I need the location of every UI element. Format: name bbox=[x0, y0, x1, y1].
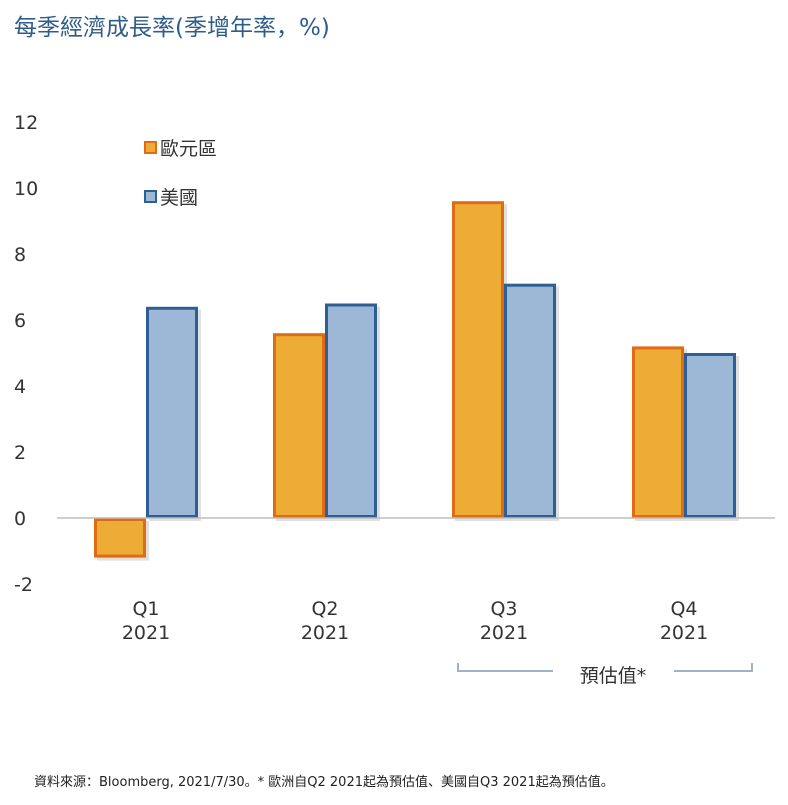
us-bar bbox=[146, 306, 198, 518]
chart-title: 每季經濟成長率(季增年率，%) bbox=[14, 15, 330, 41]
x-tick-label-quarter: Q2 bbox=[311, 598, 338, 620]
eurozone-bar bbox=[94, 518, 146, 558]
legend-label: 歐元區 bbox=[160, 138, 217, 160]
forecast-label: 預估值* bbox=[580, 665, 647, 687]
forecast-bracket-right bbox=[674, 663, 753, 672]
y-tick-label: 4 bbox=[14, 376, 26, 398]
us-bar bbox=[504, 283, 556, 519]
y-tick-label: 2 bbox=[14, 442, 26, 464]
eurozone-bar bbox=[632, 346, 684, 518]
us-bar bbox=[325, 303, 377, 518]
y-tick-label: 10 bbox=[14, 178, 38, 200]
y-tick-label: -2 bbox=[14, 574, 33, 596]
y-tick-label: 0 bbox=[14, 508, 26, 530]
x-tick-label-quarter: Q4 bbox=[670, 598, 697, 620]
us-bar bbox=[684, 353, 736, 518]
y-tick-label: 12 bbox=[14, 112, 38, 134]
eurozone-bar bbox=[452, 201, 504, 518]
x-tick-label-year: 2021 bbox=[301, 622, 349, 644]
y-tick-label: 8 bbox=[14, 244, 26, 266]
eurozone-bar bbox=[273, 333, 325, 519]
x-tick-label-quarter: Q1 bbox=[132, 598, 159, 620]
x-tick-label-year: 2021 bbox=[480, 622, 528, 644]
x-tick-label-year: 2021 bbox=[122, 622, 170, 644]
source-note: 資料來源：Bloomberg, 2021/7/30。* 歐洲自Q2 2021起為… bbox=[34, 775, 614, 790]
legend-swatch bbox=[144, 190, 157, 203]
forecast-bracket-left bbox=[457, 663, 553, 672]
legend-swatch bbox=[144, 141, 157, 154]
y-tick-label: 6 bbox=[14, 310, 26, 332]
legend-label: 美國 bbox=[160, 187, 198, 209]
x-tick-label-quarter: Q3 bbox=[490, 598, 517, 620]
x-tick-label-year: 2021 bbox=[660, 622, 708, 644]
